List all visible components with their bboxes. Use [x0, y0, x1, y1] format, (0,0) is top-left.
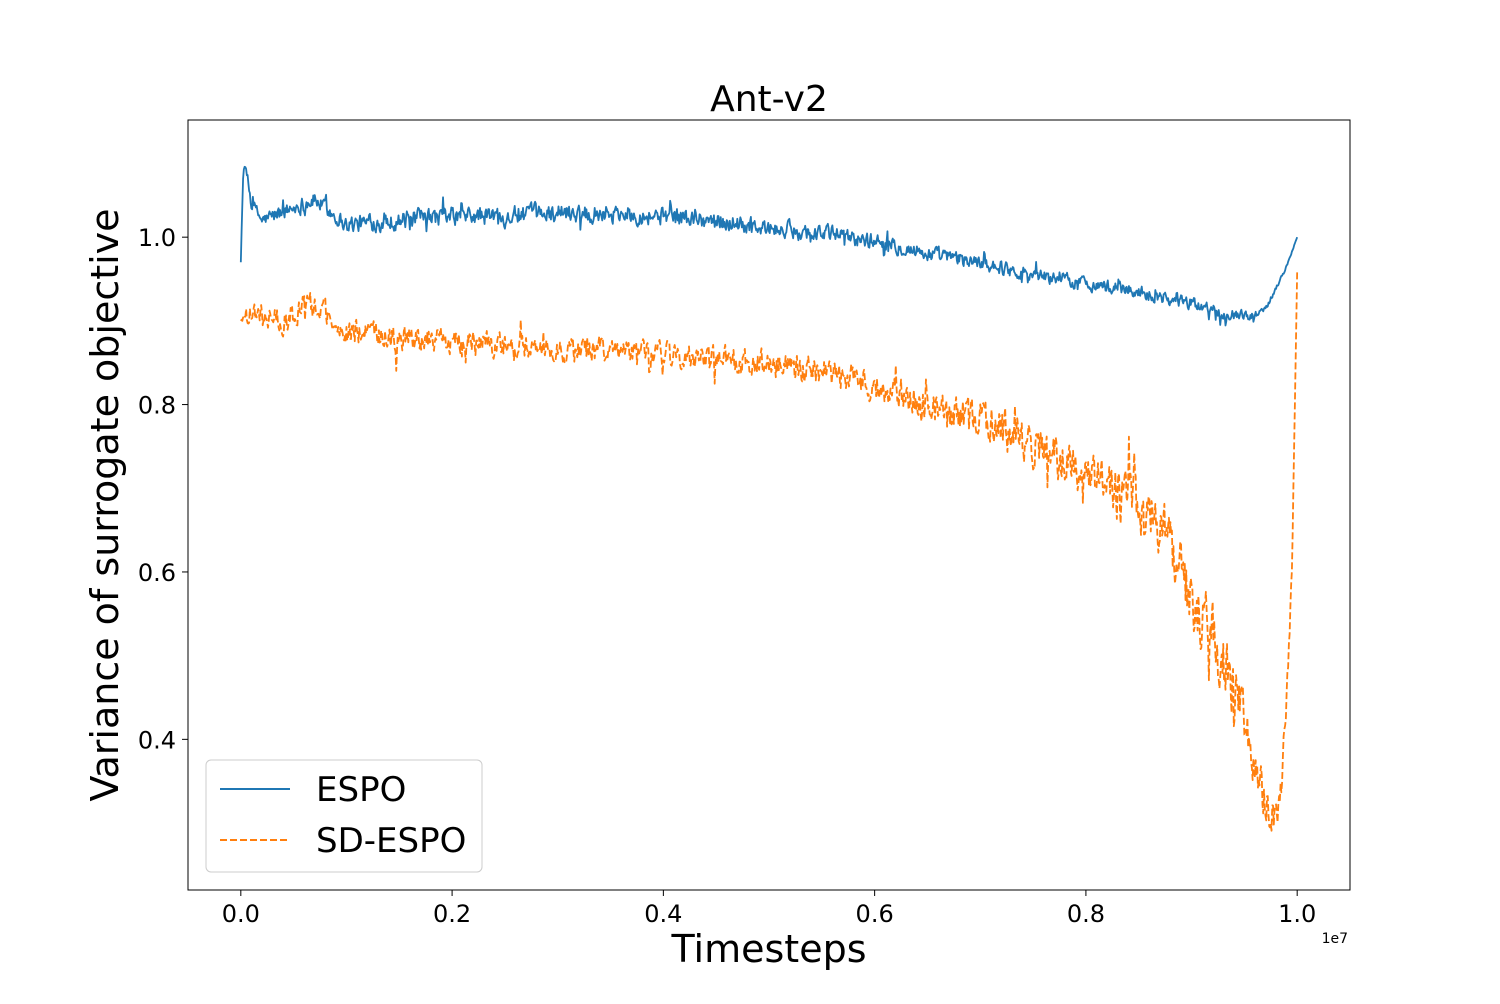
legend-label-espo: ESPO — [316, 770, 406, 810]
x-tick-label: 0.0 — [222, 900, 260, 928]
x-tick-label: 0.6 — [856, 900, 894, 928]
y-tick-label: 1.0 — [138, 224, 176, 252]
x-axis-offset-label: 1e7 — [1322, 931, 1348, 947]
legend-label-sd-espo: SD-ESPO — [316, 821, 466, 861]
series-layer — [239, 165, 1299, 832]
x-axis-ticks: 0.0 0.2 0.4 0.6 0.8 1.0 — [222, 890, 1316, 928]
series-line-sd-espo — [240, 270, 1299, 832]
y-axis-label: Variance of surrogate objective — [83, 208, 127, 801]
x-tick-label: 0.4 — [644, 900, 682, 928]
y-axis-ticks: 0.4 0.6 0.8 1.0 — [138, 224, 188, 754]
y-tick-label: 0.4 — [138, 726, 176, 754]
x-axis-label: Timesteps — [671, 927, 867, 971]
y-tick-label: 0.6 — [138, 559, 176, 587]
x-tick-label: 0.2 — [433, 900, 471, 928]
legend: ESPO SD-ESPO — [205, 759, 483, 873]
x-tick-label: 1.0 — [1278, 900, 1316, 928]
series-line-espo — [239, 165, 1299, 327]
plot-area-frame — [187, 119, 1351, 891]
x-tick-label: 0.8 — [1067, 900, 1105, 928]
y-tick-label: 0.8 — [138, 392, 176, 420]
chart-title: Ant-v2 — [710, 79, 828, 120]
